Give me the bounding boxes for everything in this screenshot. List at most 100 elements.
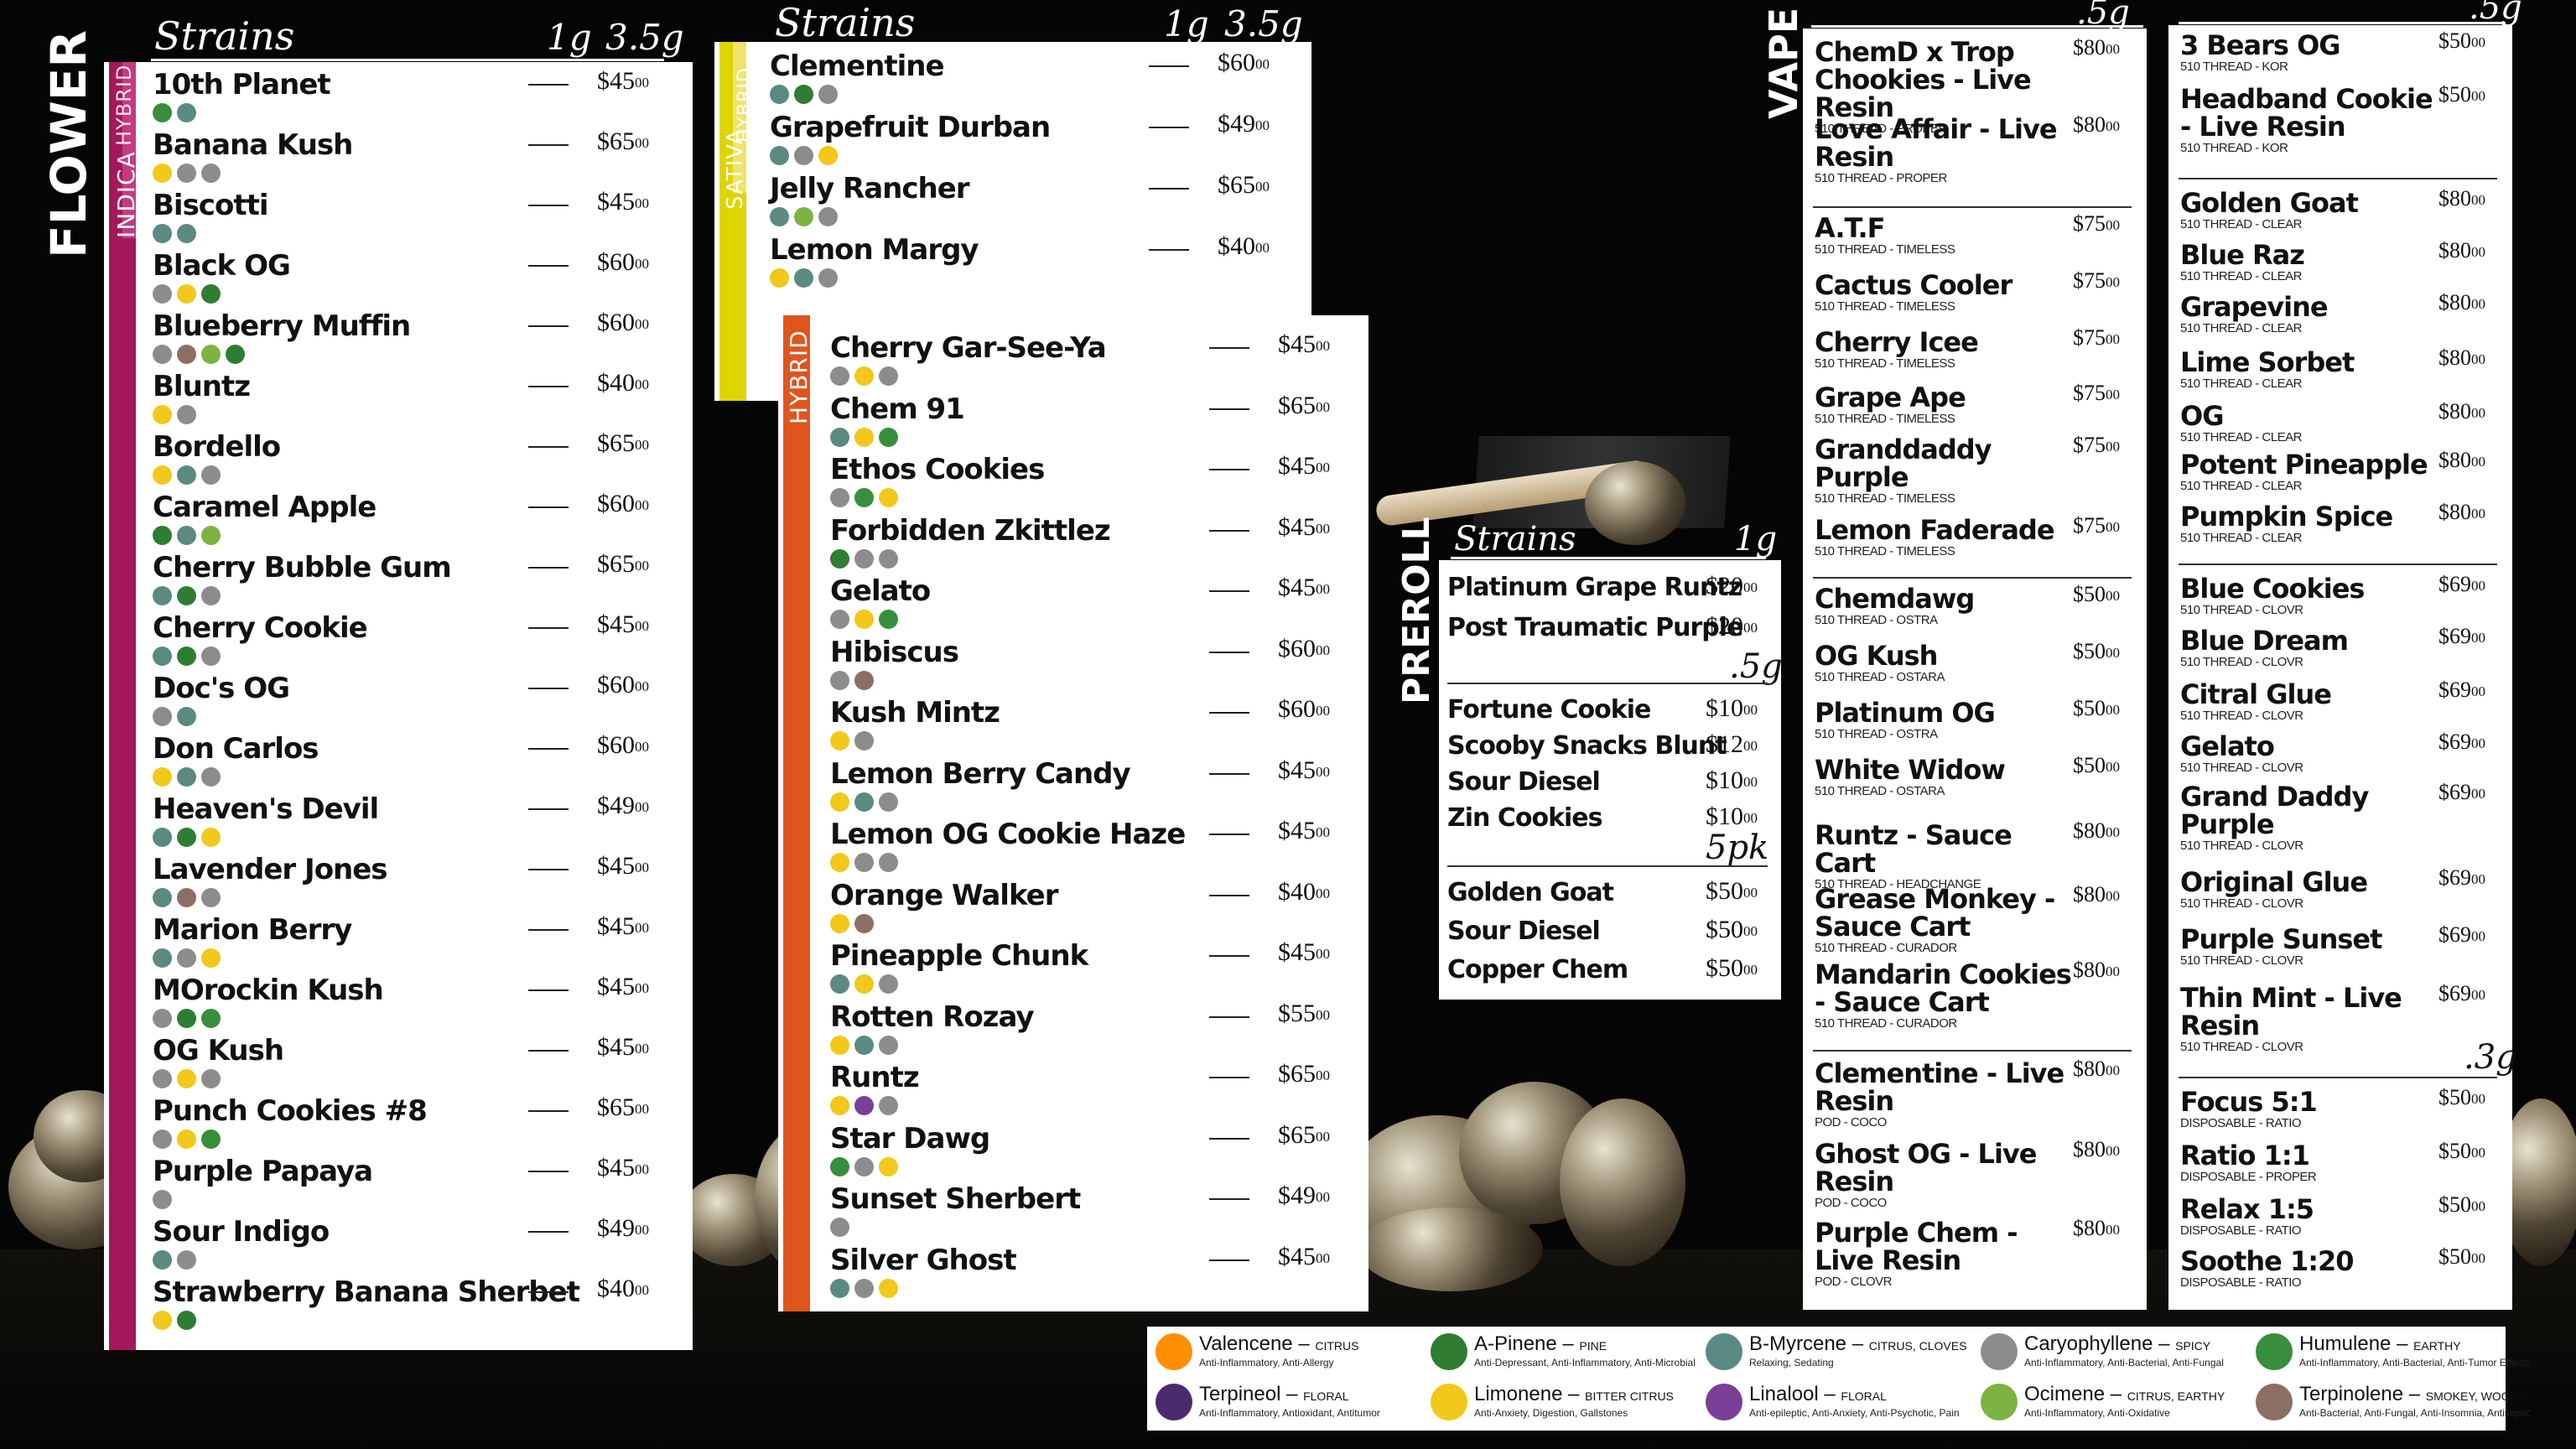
product-brand: 510 THREAD - OSTRA — [1815, 727, 1938, 741]
legend-text: Humulene – EARTHY Anti-Inflammatory, Anti… — [2299, 1333, 2530, 1369]
price: $6900 — [2438, 728, 2485, 756]
terpene-icons — [830, 853, 1185, 872]
price: $4500 — [597, 852, 649, 880]
price: $8000 — [2073, 956, 2120, 984]
myrcene-icon — [830, 1278, 849, 1298]
product-brand: 510 THREAD - TIMELESS — [1815, 491, 1955, 506]
menu-item: Cherry Cookie — [153, 612, 368, 666]
menu-item: OG Kush — [153, 1035, 284, 1088]
caryophyllene-icon — [830, 610, 849, 629]
price: $6000 — [597, 671, 649, 699]
price-cents: 00 — [2471, 296, 2485, 312]
price-dollars: $80 — [2073, 958, 2106, 982]
terpinolene-icon — [177, 345, 196, 364]
product-brand: 510 THREAD - CLEAR — [2180, 217, 2302, 231]
terpene-icons — [830, 731, 1000, 750]
myrcene-icon — [854, 792, 874, 812]
terpene-effects: Relaxing, Sedating — [1749, 1357, 1834, 1368]
price-dollars: $80 — [2073, 818, 2106, 843]
terpene-icons — [153, 767, 319, 787]
price: $4500 — [597, 1154, 649, 1182]
price-cents: 00 — [1316, 520, 1330, 537]
terpene-icons — [153, 888, 387, 907]
myrcene-icon — [153, 948, 172, 968]
caryophyllene-icon — [854, 548, 874, 569]
terpene-icons — [153, 465, 280, 485]
price: $2000 — [1706, 612, 1758, 641]
limonene-icon — [153, 164, 172, 183]
product-brand: 510 THREAD - PROPER — [1815, 122, 1947, 136]
price-dollars: $60 — [597, 671, 635, 699]
price-dollars: $49 — [1278, 1182, 1316, 1209]
price-dollars: $80 — [2073, 882, 2106, 906]
price: $4900 — [1278, 1182, 1330, 1210]
price-cents: 00 — [1255, 56, 1270, 72]
strain-name: Biscotti — [153, 189, 268, 222]
price-dollars: $45 — [597, 1033, 635, 1061]
price-dollars: $49 — [597, 1214, 635, 1242]
strain-name: Banana Kush — [153, 128, 353, 162]
price-cents: 00 — [2471, 1091, 2485, 1107]
strain-name: Sour Indigo — [153, 1215, 330, 1249]
product-name: Ratio 1:1 — [2180, 1140, 2310, 1171]
price: $4500 — [1278, 574, 1330, 602]
product-brand: 510 THREAD - CLEAR — [2180, 321, 2302, 335]
price-dollars: $45 — [597, 610, 635, 638]
price: $1000 — [1706, 766, 1758, 795]
terpene-note: SMOKEY, WOODY — [2425, 1389, 2527, 1403]
legend-text: Terpineol – FLORAL Anti-Inflammatory, Ant… — [1199, 1384, 1380, 1420]
strain-name: Post Traumatic Purple — [1447, 613, 1743, 642]
price-dollars: $60 — [1218, 49, 1255, 76]
menu-item: Marion Berry — [153, 914, 352, 968]
price-cents: 00 — [2471, 351, 2485, 367]
product-brand: 510 THREAD - CLEAR — [2180, 531, 2302, 545]
price-dollars: $45 — [597, 852, 635, 880]
indica-hybrid-panel: INDICA HYBRID 10th Planet $4500 Banana Kus… — [104, 62, 693, 1350]
price: $5000 — [2073, 694, 2120, 723]
price-cents: 00 — [2106, 888, 2120, 904]
price-cents: 00 — [1316, 398, 1330, 415]
menu-item: MOrockin Kush — [153, 974, 384, 1028]
price-cents: 00 — [2106, 588, 2120, 604]
terpene-name: Valencene – CITRUS — [1199, 1332, 1359, 1355]
myrcene-icon — [177, 707, 196, 726]
sativa-35g-header: 3.5g — [1224, 3, 1303, 44]
humulene-icon — [854, 488, 874, 507]
strain-name: Copper Chem — [1447, 955, 1628, 984]
strain-name: Gelato — [830, 574, 931, 608]
product-name: Grape Ape — [1815, 382, 1966, 413]
price-dollars: $55 — [1278, 999, 1316, 1027]
terpene-icons — [153, 526, 376, 545]
price: $5000 — [2438, 1243, 2485, 1271]
menu-item: Focus 5:1 DISPOSABLE - RATIO — [2180, 1088, 2440, 1131]
price-dollars: $80 — [2438, 186, 2471, 210]
caryophyllene-icon — [177, 1250, 196, 1270]
terpene-title: Linalool — [1749, 1383, 1819, 1405]
price: $5000 — [2073, 580, 2120, 609]
terpene-effects: Anti-Bacterial, Anti-Fungal, Anti-Insomn… — [2299, 1407, 2532, 1419]
price-dollars: $10 — [1706, 766, 1743, 794]
myrcene-icon — [177, 767, 196, 787]
menu-item: Sour Diesel — [1447, 916, 1601, 948]
price-cents: 00 — [2106, 217, 2120, 233]
humulene-icon — [879, 610, 898, 629]
price-dollars: $80 — [2438, 448, 2471, 472]
caryophyllene-icon — [879, 974, 898, 994]
price: $5000 — [1706, 916, 1758, 944]
myrcene-icon — [830, 974, 849, 994]
price-dollars: $49 — [1218, 110, 1255, 138]
price-dollars: $75 — [2073, 211, 2106, 236]
product-brand: 510 THREAD - CLEAR — [2180, 479, 2302, 493]
menu-item: Citral Glue 510 THREAD - CLOVR — [2180, 681, 2440, 724]
pinene-icon — [177, 1009, 196, 1028]
price: $6000 — [1278, 695, 1330, 724]
price-dash — [528, 325, 569, 327]
price: $8000 — [2073, 880, 2120, 909]
terpene-icons — [830, 1278, 1016, 1298]
caryophyllene-icon — [879, 548, 898, 569]
menu-item: Lemon Faderade 510 THREAD - TIMELESS — [1815, 517, 2075, 559]
menu-item: Clementine - Live Resin POD - COCO — [1815, 1060, 2075, 1130]
terpene-icons — [770, 146, 1050, 165]
product-brand: 510 THREAD - CLOVR — [2180, 603, 2303, 617]
product-brand: 510 THREAD - TIMELESS — [1815, 356, 1955, 371]
